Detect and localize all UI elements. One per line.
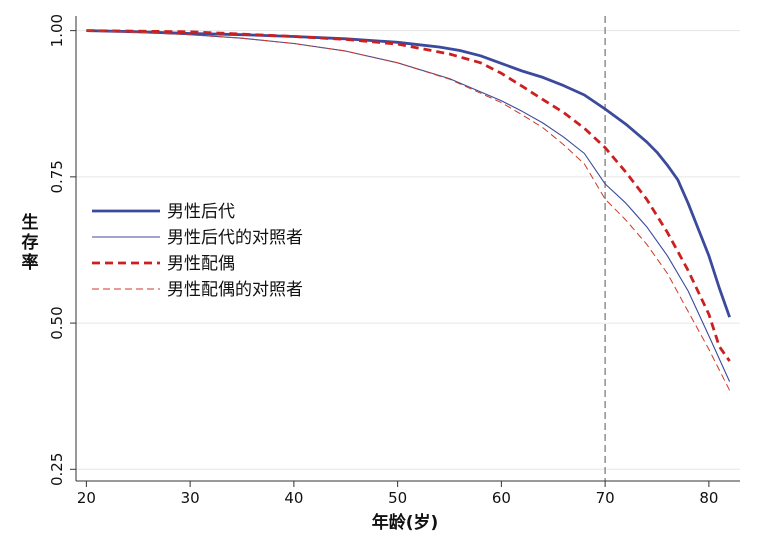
series-line-3 — [86, 30, 731, 391]
x-tick-label-6: 80 — [699, 489, 718, 507]
legend-label-0: 男性后代 — [167, 202, 235, 222]
x-tick-label-1: 30 — [181, 489, 200, 507]
series-layer — [86, 29, 731, 391]
y-tick-label-1: 0.50 — [48, 306, 66, 339]
y-tick-label-2: 0.75 — [48, 160, 66, 193]
y-tick-label-3: 1.00 — [48, 14, 66, 47]
x-tick-label-5: 70 — [596, 489, 615, 507]
x-axis-title: 年龄(岁) — [372, 512, 439, 533]
axes — [75, 16, 740, 482]
y-axis-title: 生存率 — [22, 212, 39, 273]
ticks: 20 30 40 50 60 70 80 0.25 0.50 0.75 1.00 — [48, 14, 718, 507]
gridlines — [76, 30, 740, 470]
series-line-1 — [86, 30, 731, 382]
x-tick-label-3: 50 — [388, 489, 407, 507]
x-tick-label-4: 60 — [492, 489, 511, 507]
series-line-2 — [86, 29, 731, 362]
legend-label-3: 男性配偶的对照者 — [167, 280, 303, 300]
x-tick-label-0: 20 — [77, 489, 96, 507]
y-tick-label-0: 0.25 — [48, 453, 66, 486]
x-tick-label-2: 40 — [284, 489, 303, 507]
legend-label-1: 男性后代的对照者 — [167, 228, 303, 248]
legend-label-2: 男性配偶 — [167, 254, 235, 274]
